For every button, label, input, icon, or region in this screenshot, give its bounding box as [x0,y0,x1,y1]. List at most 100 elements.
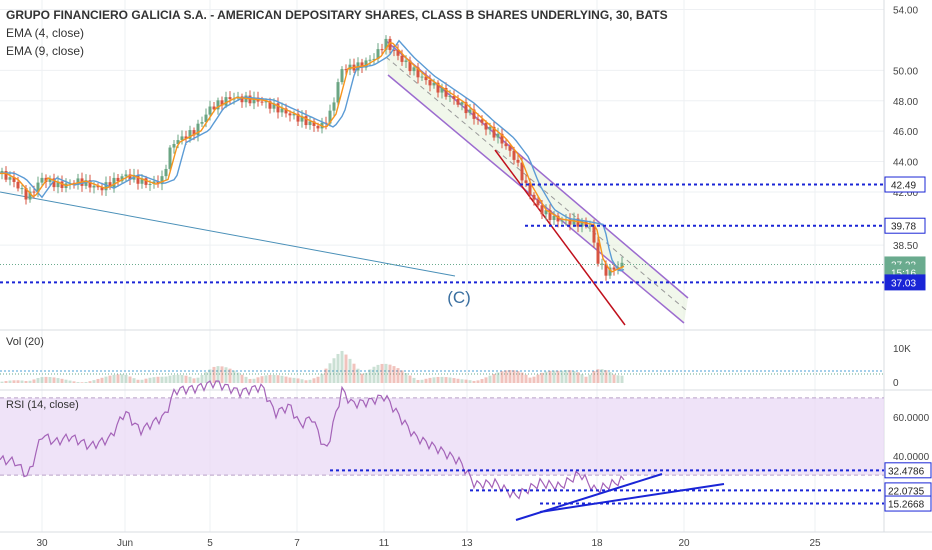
volume-bar [432,377,436,383]
ema9-line [0,39,625,272]
candle-body [460,102,464,105]
candle-body [192,130,196,136]
volume-bar [220,366,224,383]
volume-bar [156,376,160,383]
volume-bar [188,376,192,383]
rsi-badge-0 [884,462,932,479]
volume-bar [296,378,300,383]
candle-body [20,188,24,190]
candle-body [620,262,624,268]
volume-bar [456,378,460,383]
candle-body [536,199,540,206]
candle-body [52,178,56,188]
candle-body [24,188,28,200]
candle-body [328,110,332,124]
candle-body [96,185,100,188]
candle-body [172,144,176,148]
time-tick-7: 20 [678,538,690,549]
volume-bar [132,378,136,383]
volume-bar [200,374,204,383]
volume-bar [608,372,612,383]
candle-body [276,103,280,113]
candle-body [436,82,440,93]
price-badge-4 [884,274,926,291]
candle-body [468,109,472,114]
volume-bar [152,377,156,383]
candle-body [136,174,140,184]
volume-bar [92,380,96,383]
candle-body [184,136,188,139]
volume-bar [364,372,368,383]
candle-body [12,177,16,182]
candle-body [380,49,384,51]
rsi-badge-label-1: 22.0735 [888,486,925,497]
candle-body [144,178,148,185]
volume-bar [112,374,116,383]
volume-bar [60,378,64,383]
volume-bar [368,369,372,383]
volume-bar [172,375,176,383]
candle-body [444,87,448,97]
candle-body [484,122,488,130]
channel-mid-line [385,56,687,311]
candle-body [388,38,392,50]
time-tick-0: 30 [36,538,48,549]
volume-bar [320,373,324,383]
candle-body [432,82,436,86]
candle-body [196,123,200,136]
volume-bar [516,371,520,383]
candle-body [512,150,516,160]
price-tick-5: 42.00 [893,188,918,199]
candle-body [608,267,612,276]
volume-bar [84,381,88,383]
volume-bar [336,353,340,383]
volume-bar [360,373,364,383]
candle-body [60,181,64,189]
candle-body [520,162,524,181]
volume-bar [520,372,524,383]
volume-bar [596,369,600,383]
candle-body [476,118,480,120]
volume-tick-1: 0 [893,378,899,389]
volume-bar [88,381,92,383]
price-badge-label-3: 15:16 [891,269,916,280]
candle-body [4,171,8,180]
volume-bar [240,374,244,383]
price-tick-1: 50.00 [893,66,918,77]
candle-body [416,67,420,78]
volume-bar [304,380,308,383]
wave-c-label: (C) [447,288,471,307]
volume-bar [600,369,604,383]
candle-body [88,180,92,188]
candle-body [500,133,504,144]
volume-bar [564,370,568,383]
volume-bar [400,370,404,383]
candle-body [164,168,168,177]
volume-bar [248,378,252,383]
candle-body [292,113,296,116]
volume-bar [160,376,164,383]
chart-title: GRUPO FINANCIERO GALICIA S.A. - AMERICAN… [6,8,668,22]
candle-body [464,102,468,114]
candle-body [312,121,316,126]
candle-body [568,219,572,225]
volume-bar [464,379,468,383]
candle-body [300,116,304,122]
volume-bar [204,372,208,383]
volume-bar [316,376,320,383]
candle-body [128,174,132,180]
volume-bar [616,375,620,383]
candle-body [440,87,444,93]
volume-bar [584,376,588,383]
channel-lower-line [387,74,685,324]
volume-bar [528,377,532,383]
candle-body [140,178,144,184]
candle-body [304,116,308,126]
candle-body [544,210,548,215]
volume-bar [224,367,228,383]
volume-bar [424,378,428,383]
volume-bar [260,376,264,383]
candle-body [360,62,364,68]
time-tick-8: 25 [809,538,821,549]
